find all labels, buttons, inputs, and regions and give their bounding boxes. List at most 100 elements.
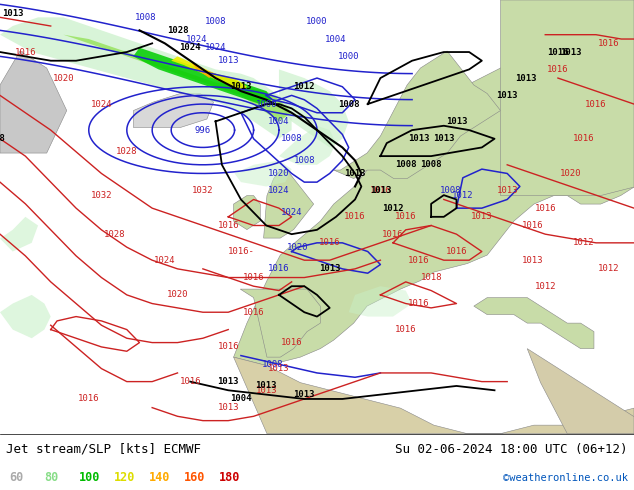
Text: 1024: 1024 [186,34,207,44]
Text: 1008: 1008 [294,156,315,165]
Text: 1016: 1016 [573,134,594,143]
Text: 1012: 1012 [534,282,556,291]
Text: 1016: 1016 [395,325,417,334]
Text: 1013: 1013 [433,134,455,143]
Text: 1000: 1000 [306,17,328,26]
Text: 1024: 1024 [205,43,226,52]
Polygon shape [190,61,216,78]
Text: Su 02-06-2024 18:00 UTC (06+12): Su 02-06-2024 18:00 UTC (06+12) [395,443,628,456]
Text: 1016: 1016 [179,377,201,386]
Text: 1012: 1012 [382,204,404,213]
Polygon shape [133,48,273,104]
Polygon shape [233,0,634,366]
Text: 1024: 1024 [179,43,201,52]
Text: 1013: 1013 [230,82,252,91]
Text: 1016: 1016 [446,247,467,256]
Polygon shape [279,70,349,147]
Text: 1020: 1020 [53,74,74,82]
Polygon shape [63,35,292,122]
Text: 180: 180 [219,471,240,484]
Text: 1028: 1028 [167,26,188,35]
Text: 1013: 1013 [217,56,239,65]
Text: 1028: 1028 [116,147,138,156]
Text: 1013: 1013 [217,403,239,412]
Text: 1016: 1016 [408,299,429,308]
Polygon shape [240,289,320,357]
Text: 996: 996 [195,125,211,135]
Text: 1013: 1013 [496,186,518,196]
Text: 1012: 1012 [598,265,619,273]
Polygon shape [527,348,634,434]
Text: 1016: 1016 [598,39,619,48]
Text: 1013: 1013 [294,390,315,399]
Text: 1004: 1004 [325,34,347,44]
Text: 1016: 1016 [547,65,569,74]
Text: 1013: 1013 [370,186,391,196]
Polygon shape [233,196,261,230]
Text: 1024: 1024 [154,256,176,265]
Text: 1016: 1016 [268,265,290,273]
Text: 1032: 1032 [91,191,112,199]
Text: 1016: 1016 [585,99,607,109]
Text: 1024: 1024 [91,99,112,109]
Text: 1024: 1024 [268,186,290,196]
Text: 1013: 1013 [256,381,277,391]
Text: 1013: 1013 [560,48,581,56]
Text: 1008: 1008 [420,160,442,169]
Text: 1016: 1016 [408,256,429,265]
Text: 1013: 1013 [217,377,239,386]
Text: 1020: 1020 [287,243,309,252]
Text: 100: 100 [79,471,101,484]
Text: 08: 08 [0,134,5,143]
Text: 1000: 1000 [338,52,359,61]
Text: 1013: 1013 [256,386,277,395]
Polygon shape [134,94,214,127]
Text: 1032: 1032 [192,186,214,196]
Text: 1024: 1024 [281,208,302,217]
Polygon shape [0,17,292,139]
Text: 1012: 1012 [294,82,315,91]
Text: 1008: 1008 [262,360,283,369]
Polygon shape [235,160,292,187]
Text: 1013: 1013 [2,8,23,18]
Text: 1020: 1020 [560,169,581,178]
Text: 1013: 1013 [515,74,537,82]
Text: 1016: 1016 [217,343,239,351]
Text: 1013: 1013 [408,134,429,143]
Text: 1016: 1016 [534,204,556,213]
Text: 120: 120 [114,471,136,484]
Text: Jet stream/SLP [kts] ECMWF: Jet stream/SLP [kts] ECMWF [6,443,202,456]
Text: 1020: 1020 [167,291,188,299]
Text: 1016: 1016 [15,48,36,56]
Text: 1016: 1016 [370,186,391,196]
Text: 1013: 1013 [319,265,340,273]
Text: 1013: 1013 [268,364,290,373]
Text: 1008: 1008 [439,186,461,196]
Polygon shape [500,0,634,196]
Text: 1008: 1008 [135,13,157,22]
Polygon shape [264,170,314,238]
Text: 1016: 1016 [78,394,100,403]
Text: 140: 140 [149,471,171,484]
Text: 160: 160 [184,471,205,484]
Text: 80: 80 [44,471,58,484]
Text: 1013: 1013 [446,117,467,126]
Text: 1018: 1018 [420,273,442,282]
Polygon shape [233,357,634,434]
Polygon shape [279,126,336,165]
Text: 1004: 1004 [230,394,252,403]
Polygon shape [0,51,67,153]
Text: 1008: 1008 [395,160,417,169]
Text: 1016: 1016 [319,238,340,247]
Text: 1008: 1008 [338,99,359,109]
Text: 1012: 1012 [452,191,474,199]
Text: 1013: 1013 [344,169,366,178]
Polygon shape [333,51,500,178]
Text: 1028: 1028 [103,230,125,239]
Text: 1016: 1016 [547,48,569,56]
Text: 1013: 1013 [471,212,493,221]
Polygon shape [349,286,412,317]
Text: 1016: 1016 [522,221,543,230]
Text: 1016: 1016 [281,338,302,347]
Text: 1008: 1008 [205,17,226,26]
